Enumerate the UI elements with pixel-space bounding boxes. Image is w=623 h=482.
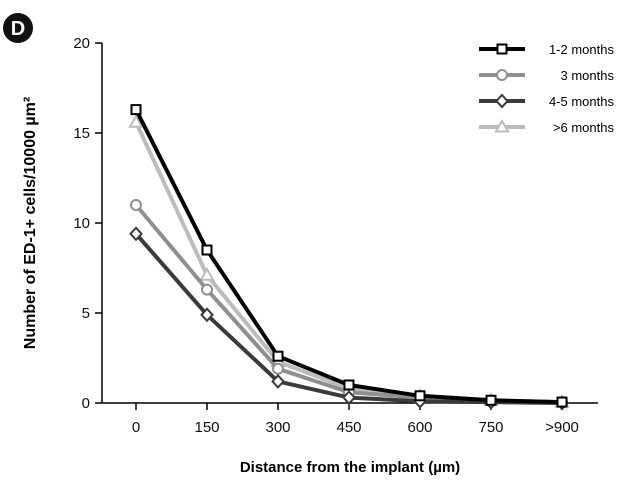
- panel-letter: D: [11, 18, 25, 40]
- data-point: [414, 390, 426, 402]
- data-point: [272, 350, 284, 362]
- y-ticks: 0 5 10 15 20: [73, 35, 102, 412]
- data-point: [556, 396, 568, 408]
- legend-marker: [496, 69, 508, 81]
- legend-label: >6 months: [553, 120, 615, 135]
- x-tick-label: 450: [336, 419, 361, 436]
- y-tick-label: 5: [82, 305, 90, 322]
- data-point: [199, 267, 215, 281]
- x-tick-label: 300: [265, 419, 290, 436]
- series-layer: [128, 104, 570, 411]
- legend: 1-2 months 3 months 4-5 months >6 months: [479, 42, 614, 135]
- data-point: [130, 104, 142, 116]
- x-tick-label: 150: [194, 419, 219, 436]
- x-ticks: 0 150 300 450 600 750 >900: [132, 403, 579, 436]
- legend-label: 1-2 months: [549, 42, 615, 57]
- legend-item: 4-5 months: [479, 93, 615, 109]
- x-tick-label: 600: [407, 419, 432, 436]
- data-point: [343, 379, 355, 391]
- x-axis-label: Distance from the implant (µm): [240, 459, 460, 476]
- y-tick-label: 0: [82, 395, 90, 412]
- x-tick-label: >900: [545, 419, 579, 436]
- legend-item: 3 months: [479, 68, 614, 83]
- y-tick-label: 10: [73, 215, 90, 232]
- series-square: [130, 104, 568, 408]
- panel-badge-circle: [3, 13, 33, 43]
- data-point: [130, 199, 142, 211]
- data-point: [201, 283, 213, 296]
- data-point: [129, 226, 143, 242]
- data-point: [485, 394, 497, 406]
- x-tick-label: 0: [132, 419, 140, 436]
- series-line: [134, 121, 563, 405]
- legend-label: 3 months: [561, 68, 615, 83]
- data-point: [342, 390, 356, 406]
- data-point: [272, 362, 284, 375]
- panel-badge: D: [3, 13, 33, 43]
- legend-marker: [496, 43, 508, 55]
- legend-item: >6 months: [479, 118, 615, 135]
- legend-marker: [494, 118, 510, 133]
- legend-label: 4-5 months: [549, 94, 615, 109]
- data-point: [271, 373, 285, 389]
- series-triangle: [128, 114, 570, 408]
- data-point: [128, 114, 144, 128]
- y-axis-label: Number of ED-1+ cells/10000 µm²: [22, 97, 39, 349]
- y-tick-label: 15: [73, 125, 90, 142]
- data-point: [201, 244, 213, 256]
- y-tick-label: 20: [73, 35, 90, 52]
- legend-item: 1-2 months: [479, 42, 614, 57]
- data-point: [200, 307, 214, 323]
- legend-marker: [495, 93, 509, 109]
- x-tick-label: 750: [478, 419, 503, 436]
